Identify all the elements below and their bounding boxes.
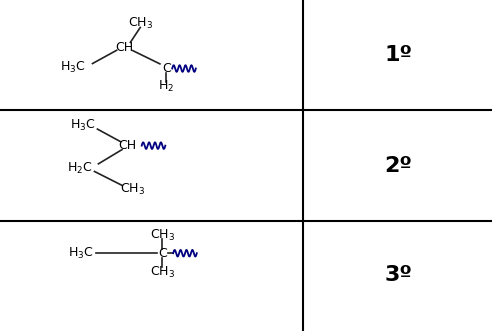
Text: CH: CH	[118, 139, 136, 152]
Text: CH: CH	[115, 40, 133, 54]
Text: H$_2$C: H$_2$C	[67, 161, 92, 176]
Text: C: C	[158, 247, 167, 260]
Text: 2º: 2º	[385, 156, 412, 175]
Text: H$_3$C: H$_3$C	[68, 246, 94, 261]
Text: CH$_3$: CH$_3$	[120, 182, 146, 197]
Text: 3º: 3º	[385, 265, 412, 285]
Text: H$_2$: H$_2$	[158, 79, 174, 94]
Text: H$_3$C: H$_3$C	[70, 118, 95, 133]
Text: CH$_3$: CH$_3$	[150, 227, 175, 243]
Text: H$_3$C: H$_3$C	[60, 60, 86, 75]
Text: CH$_3$: CH$_3$	[150, 264, 175, 280]
Text: CH$_3$: CH$_3$	[127, 16, 153, 31]
Text: 1º: 1º	[385, 45, 412, 65]
Text: C: C	[162, 62, 171, 75]
